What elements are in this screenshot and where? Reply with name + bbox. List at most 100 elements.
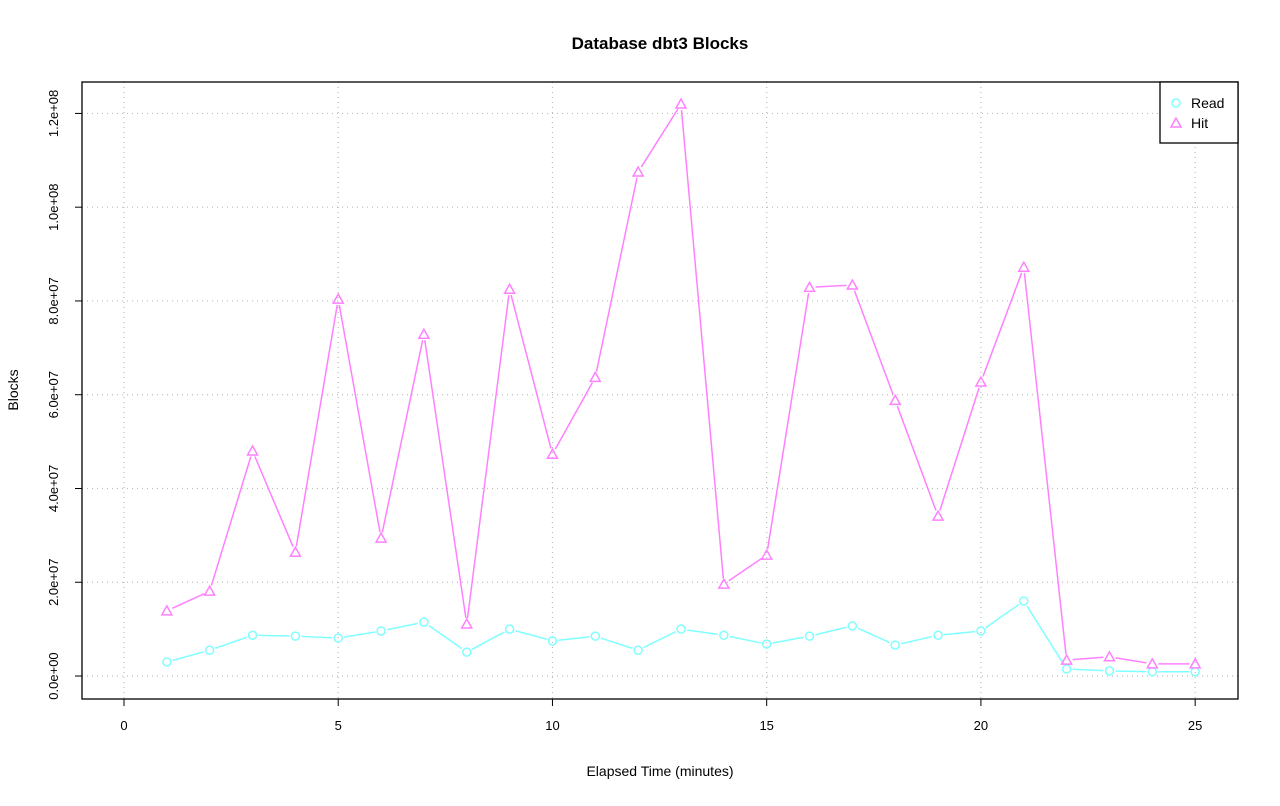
data-point xyxy=(590,631,601,641)
series-line-segment xyxy=(301,635,333,639)
y-tick-label: 1.0e+08 xyxy=(46,184,61,231)
legend-label: Read xyxy=(1191,95,1224,111)
data-point xyxy=(931,509,945,521)
series-line-segment xyxy=(600,637,633,650)
series-line-segment xyxy=(210,456,252,586)
legend-marker-read xyxy=(1171,98,1181,108)
series-line-segment xyxy=(1026,605,1065,665)
data-point xyxy=(331,292,345,304)
data-point xyxy=(1017,260,1031,272)
series-line-segment xyxy=(254,456,294,548)
x-tick-label: 25 xyxy=(1188,718,1202,733)
series-line-segment xyxy=(338,304,381,533)
series-line-segment xyxy=(295,304,338,547)
series-line-segment xyxy=(1072,656,1104,661)
data-point xyxy=(719,630,729,640)
data-point xyxy=(289,545,302,558)
data-point xyxy=(1060,653,1073,665)
data-point xyxy=(674,97,688,109)
y-tick-label: 1.2e+08 xyxy=(46,90,61,137)
data-point xyxy=(1061,664,1072,674)
x-tick-label: 0 xyxy=(120,718,127,733)
data-point xyxy=(1188,657,1202,669)
grid xyxy=(82,82,1238,699)
series-line-segment xyxy=(1115,670,1147,673)
data-point xyxy=(676,624,686,634)
series-line-segment xyxy=(680,109,725,579)
series-line-segment xyxy=(729,635,761,644)
data-point xyxy=(547,636,558,646)
y-tick-label: 6.0e+07 xyxy=(46,371,61,418)
x-axis: 0 5 10 15 20 25 xyxy=(120,699,1202,733)
series-line-segment xyxy=(386,622,419,631)
series-line-segment xyxy=(815,284,847,288)
series-line-segment xyxy=(686,629,719,636)
series-layer xyxy=(160,97,1202,677)
data-point xyxy=(1190,667,1200,677)
x-tick-label: 20 xyxy=(974,718,988,733)
data-point xyxy=(546,447,559,460)
data-point xyxy=(1019,596,1029,606)
series-line-segment xyxy=(510,294,552,449)
series-line-segment xyxy=(643,631,676,649)
data-point xyxy=(204,645,215,655)
series-line-segment xyxy=(640,108,679,168)
series-line-segment xyxy=(171,592,205,610)
series-line-segment xyxy=(728,557,763,582)
x-axis-label: Elapsed Time (minutes) xyxy=(586,763,733,779)
data-point xyxy=(462,647,472,657)
data-point xyxy=(374,531,388,543)
data-point xyxy=(589,370,602,383)
data-point xyxy=(417,327,431,339)
data-point xyxy=(633,645,643,655)
data-point xyxy=(933,630,943,640)
data-point xyxy=(631,165,645,177)
series-read xyxy=(162,596,1200,677)
chart-title: Database dbt3 Blocks xyxy=(572,34,749,53)
data-point xyxy=(247,630,258,640)
x-tick-label: 15 xyxy=(759,718,773,733)
series-line-segment xyxy=(595,177,638,372)
data-point xyxy=(203,584,216,596)
data-point xyxy=(162,657,172,667)
series-line-segment xyxy=(466,295,510,619)
data-point xyxy=(504,624,515,634)
y-tick-label: 0.0e+00 xyxy=(46,652,61,699)
series-line-segment xyxy=(381,339,424,533)
x-tick-label: 5 xyxy=(335,718,342,733)
data-point xyxy=(976,626,986,636)
series-line-segment xyxy=(772,636,804,644)
data-point xyxy=(761,639,772,649)
series-line-segment xyxy=(982,272,1023,377)
series-line-segment xyxy=(1115,657,1147,664)
x-tick-label: 10 xyxy=(545,718,559,733)
data-point xyxy=(804,631,815,641)
data-point xyxy=(1147,667,1158,677)
data-point xyxy=(419,617,429,627)
data-point xyxy=(503,282,516,294)
y-axis: 0.0e+00 2.0e+07 4.0e+07 6.0e+07 8.0e+07 1.0e+… xyxy=(46,90,82,700)
legend-box xyxy=(1159,81,1239,144)
legend-label: Hit xyxy=(1191,115,1208,131)
y-tick-label: 8.0e+07 xyxy=(46,277,61,324)
plot-frame xyxy=(81,81,1239,700)
series-hit xyxy=(160,97,1202,669)
series-line-segment xyxy=(515,630,547,641)
series-line-segment xyxy=(896,405,937,511)
data-point xyxy=(760,548,773,560)
series-line-segment xyxy=(344,631,376,638)
series-line-segment xyxy=(471,631,505,650)
data-point xyxy=(846,278,859,290)
data-point xyxy=(160,604,174,616)
data-point xyxy=(717,577,731,589)
data-point xyxy=(974,375,988,387)
legend-marker-hit xyxy=(1169,116,1183,128)
series-line-segment xyxy=(985,603,1020,629)
series-line-segment xyxy=(424,340,467,619)
series-line-segment xyxy=(428,624,463,650)
y-tick-label: 4.0e+07 xyxy=(46,465,61,512)
data-point xyxy=(1104,666,1115,676)
data-point xyxy=(890,640,900,650)
series-line-segment xyxy=(853,290,894,395)
data-point xyxy=(460,617,474,629)
